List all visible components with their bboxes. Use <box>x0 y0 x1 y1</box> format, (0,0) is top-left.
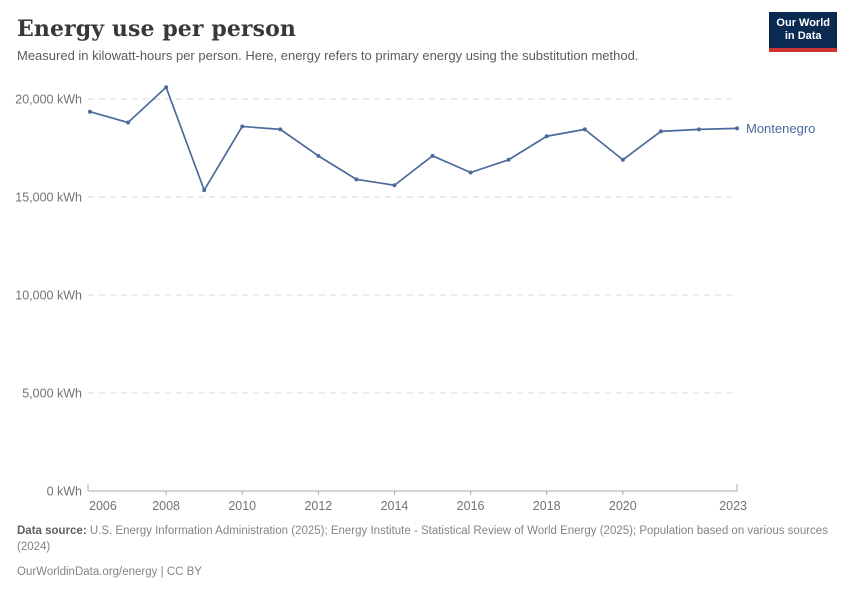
x-axis-tick-label: 2010 <box>228 499 256 513</box>
data-point[interactable] <box>658 129 663 134</box>
data-source-label: Data source: <box>17 524 87 537</box>
data-point[interactable] <box>430 153 435 158</box>
data-point[interactable] <box>582 127 587 132</box>
page-title: Energy use per person <box>17 16 296 42</box>
x-axis-tick-label: 2018 <box>533 499 561 513</box>
x-axis-tick-label: 2016 <box>457 499 485 513</box>
data-point[interactable] <box>696 127 701 132</box>
owid-logo-line2: in Data <box>784 30 822 43</box>
x-axis-tick-label: 2020 <box>609 499 637 513</box>
owid-logo-line1: Our World <box>776 17 830 29</box>
license-link[interactable]: CC BY <box>166 565 202 578</box>
x-axis-tick-label: 2006 <box>89 499 117 513</box>
x-axis-tick-label: 2008 <box>152 499 180 513</box>
owid-url-link[interactable]: OurWorldinData.org/energy <box>17 565 158 578</box>
data-point[interactable] <box>735 126 739 131</box>
data-source-text: U.S. Energy Information Administration (… <box>17 524 828 553</box>
data-point[interactable] <box>240 124 245 129</box>
data-point[interactable] <box>468 170 473 175</box>
chart-subtitle: Measured in kilowatt-hours per person. H… <box>17 48 639 63</box>
y-axis-tick-label: 0 kWh <box>47 484 82 498</box>
x-axis-tick-label: 2014 <box>381 499 409 513</box>
chart-header: Energy use per person Measured in kilowa… <box>0 0 850 65</box>
data-point[interactable] <box>316 153 321 158</box>
footer-links: OurWorldinData.org/energy | CC BY <box>17 565 833 581</box>
x-axis-tick-label: 2023 <box>719 499 747 513</box>
data-point[interactable] <box>278 127 283 132</box>
data-point[interactable] <box>506 157 511 162</box>
data-point[interactable] <box>88 109 92 114</box>
energy-line-chart[interactable]: 0 kWh 5,000 kWh 10,000 kWh 15,000 kWh 20,000… <box>0 81 850 516</box>
data-point[interactable] <box>620 157 625 162</box>
y-axis-tick-label: 20,000 kWh <box>15 92 82 106</box>
series-label[interactable]: Montenegro <box>746 121 815 136</box>
data-point[interactable] <box>202 188 207 193</box>
data-point[interactable] <box>544 134 549 139</box>
data-point[interactable] <box>126 120 131 125</box>
y-axis-tick-label: 10,000 kWh <box>15 288 82 302</box>
y-axis-tick-label: 15,000 kWh <box>15 190 82 204</box>
owid-logo[interactable]: Our World in Data <box>769 12 837 52</box>
chart-footer: Data source: U.S. Energy Information Adm… <box>0 516 850 581</box>
data-point[interactable] <box>392 183 397 188</box>
footer-separator: | <box>160 565 164 578</box>
data-point[interactable] <box>354 177 359 182</box>
data-source-line: Data source: U.S. Energy Information Adm… <box>17 524 829 556</box>
data-line[interactable] <box>89 86 738 191</box>
y-axis-tick-label: 5,000 kWh <box>22 386 82 400</box>
data-point[interactable] <box>164 85 169 90</box>
x-axis-tick-label: 2012 <box>304 499 332 513</box>
